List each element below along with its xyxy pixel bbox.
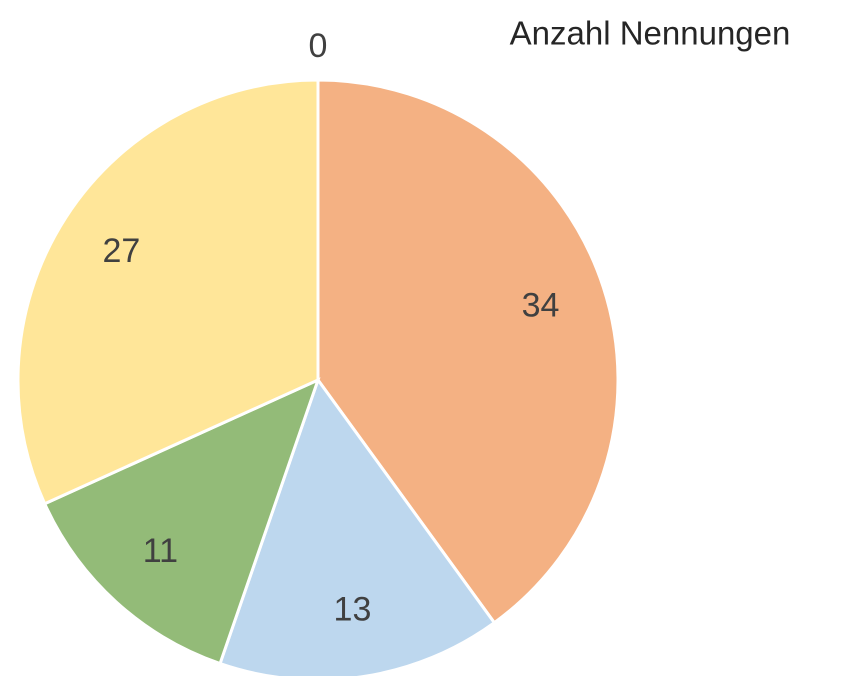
- data-label: 27: [102, 232, 140, 270]
- data-label: 34: [522, 287, 560, 325]
- pie-slice: [218, 376, 497, 676]
- pie-slice: [42, 377, 321, 666]
- data-label: 13: [334, 590, 372, 628]
- data-label: 0: [309, 27, 328, 65]
- chart-title: Anzahl Nennungen: [510, 15, 791, 52]
- pie-slice: [16, 78, 320, 506]
- data-label: 11: [143, 532, 178, 570]
- pie-slice: [316, 78, 620, 625]
